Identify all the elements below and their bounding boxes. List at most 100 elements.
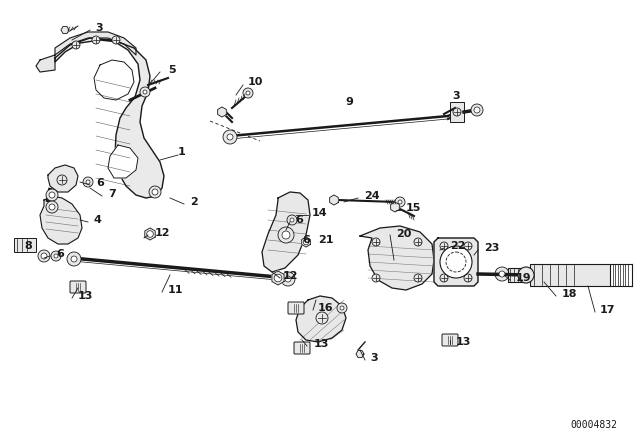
Circle shape	[72, 41, 80, 49]
Polygon shape	[61, 26, 69, 34]
Circle shape	[86, 180, 90, 184]
Circle shape	[140, 87, 150, 97]
Text: 2: 2	[190, 197, 198, 207]
Circle shape	[440, 242, 448, 250]
Circle shape	[143, 90, 147, 94]
Circle shape	[147, 231, 154, 237]
Text: 4: 4	[94, 215, 102, 225]
Polygon shape	[108, 145, 138, 178]
Text: 6: 6	[302, 235, 310, 245]
Text: 12: 12	[155, 228, 170, 238]
Text: 21: 21	[318, 235, 333, 245]
Bar	[14, 238, 36, 252]
Circle shape	[282, 231, 290, 239]
Text: 7: 7	[108, 189, 116, 199]
Circle shape	[152, 189, 158, 195]
Polygon shape	[36, 55, 55, 72]
Polygon shape	[330, 195, 339, 205]
Circle shape	[57, 175, 67, 185]
Circle shape	[287, 215, 297, 225]
Text: 5: 5	[168, 65, 175, 75]
Circle shape	[281, 272, 295, 286]
FancyBboxPatch shape	[294, 342, 310, 354]
Circle shape	[440, 246, 472, 278]
Circle shape	[51, 251, 61, 261]
Text: 24: 24	[364, 191, 380, 201]
FancyBboxPatch shape	[288, 302, 304, 314]
Circle shape	[54, 254, 58, 258]
Text: 13: 13	[314, 339, 330, 349]
Text: 8: 8	[24, 241, 32, 251]
Text: 1: 1	[178, 147, 186, 157]
Text: 15: 15	[406, 203, 421, 213]
Circle shape	[49, 204, 55, 210]
Circle shape	[340, 306, 344, 310]
FancyBboxPatch shape	[70, 281, 86, 293]
FancyBboxPatch shape	[442, 334, 458, 346]
Circle shape	[518, 267, 534, 283]
Polygon shape	[48, 165, 78, 192]
Circle shape	[303, 239, 308, 245]
Circle shape	[464, 242, 472, 250]
Bar	[530, 264, 610, 286]
Polygon shape	[296, 296, 346, 342]
Polygon shape	[218, 107, 227, 117]
Circle shape	[414, 238, 422, 246]
Text: 3: 3	[452, 91, 460, 101]
Circle shape	[243, 88, 253, 98]
Text: 6: 6	[295, 215, 303, 225]
Circle shape	[46, 189, 58, 201]
Circle shape	[474, 107, 480, 113]
Text: 18: 18	[562, 289, 577, 299]
Polygon shape	[55, 32, 136, 55]
Polygon shape	[55, 38, 164, 198]
Circle shape	[274, 274, 282, 282]
Circle shape	[285, 276, 291, 282]
Circle shape	[372, 274, 380, 282]
Circle shape	[372, 238, 380, 246]
Circle shape	[67, 252, 81, 266]
Text: 20: 20	[396, 229, 412, 239]
Circle shape	[499, 271, 505, 277]
Polygon shape	[94, 60, 134, 100]
Polygon shape	[145, 228, 155, 240]
Text: 3: 3	[95, 23, 102, 33]
Text: 12: 12	[283, 271, 298, 281]
Circle shape	[92, 36, 100, 44]
Text: 3: 3	[370, 353, 378, 363]
Circle shape	[440, 274, 448, 282]
Text: 13: 13	[456, 337, 472, 347]
Circle shape	[49, 192, 55, 198]
Circle shape	[71, 256, 77, 262]
Text: 00004832: 00004832	[570, 420, 617, 430]
Polygon shape	[262, 192, 310, 272]
Polygon shape	[301, 237, 310, 247]
Circle shape	[41, 253, 47, 259]
Circle shape	[337, 303, 347, 313]
Text: 9: 9	[345, 97, 353, 107]
Polygon shape	[356, 350, 364, 358]
Text: 13: 13	[78, 291, 93, 301]
Circle shape	[471, 104, 483, 116]
Circle shape	[246, 91, 250, 95]
Polygon shape	[390, 202, 399, 212]
Polygon shape	[272, 271, 284, 285]
Circle shape	[278, 227, 294, 243]
Circle shape	[227, 134, 233, 140]
Circle shape	[83, 177, 93, 187]
Circle shape	[112, 36, 120, 44]
Text: 17: 17	[600, 305, 616, 315]
Text: 10: 10	[248, 77, 264, 87]
Circle shape	[38, 250, 50, 262]
Polygon shape	[40, 196, 82, 244]
Circle shape	[398, 200, 402, 204]
Polygon shape	[434, 238, 478, 286]
Text: 6: 6	[96, 178, 104, 188]
Circle shape	[149, 186, 161, 198]
Polygon shape	[360, 226, 434, 290]
Circle shape	[464, 274, 472, 282]
Circle shape	[316, 312, 328, 324]
Circle shape	[46, 201, 58, 213]
Text: 19: 19	[516, 273, 532, 283]
Circle shape	[453, 108, 461, 116]
